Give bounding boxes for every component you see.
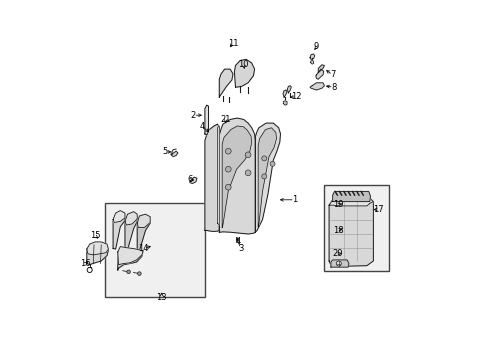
Circle shape [336,261,341,266]
Polygon shape [332,192,370,202]
Polygon shape [204,124,219,231]
Text: 1: 1 [292,195,297,204]
Text: 12: 12 [291,92,301,101]
Polygon shape [310,60,313,64]
Text: 18: 18 [332,226,343,235]
Polygon shape [328,197,373,266]
Polygon shape [330,260,348,267]
Text: 3: 3 [238,244,243,253]
Polygon shape [234,59,254,87]
Polygon shape [283,101,286,105]
Text: 7: 7 [329,71,335,79]
Text: 21: 21 [220,115,230,124]
Text: 20: 20 [332,249,343,258]
Circle shape [225,166,231,172]
Text: 10: 10 [238,60,248,69]
Polygon shape [170,151,178,157]
Polygon shape [315,69,323,79]
Polygon shape [309,54,314,59]
Polygon shape [137,214,150,228]
Circle shape [261,174,266,179]
Polygon shape [255,123,280,232]
Polygon shape [219,118,255,234]
Text: 15: 15 [90,231,100,240]
Text: 5: 5 [163,148,167,156]
Polygon shape [189,177,197,184]
Text: 4: 4 [199,122,204,131]
Circle shape [244,152,250,158]
Polygon shape [328,197,373,206]
Circle shape [225,148,231,154]
Polygon shape [125,212,137,225]
Polygon shape [287,86,291,93]
Text: 9: 9 [313,42,319,51]
Polygon shape [87,243,108,265]
Circle shape [87,267,92,273]
Polygon shape [222,126,251,228]
Polygon shape [113,213,125,249]
Bar [104,203,204,297]
Text: 11: 11 [227,39,238,48]
Polygon shape [118,247,142,265]
Circle shape [225,184,231,190]
Circle shape [137,272,141,275]
Polygon shape [283,90,286,97]
Text: 4: 4 [235,238,241,246]
Polygon shape [318,65,324,73]
Polygon shape [125,214,137,250]
Polygon shape [219,69,232,97]
Text: 17: 17 [372,205,383,214]
Text: 16: 16 [80,259,90,268]
Circle shape [244,170,250,176]
Polygon shape [309,83,324,90]
Circle shape [126,270,130,274]
Circle shape [261,156,266,161]
Polygon shape [87,242,108,255]
Text: 19: 19 [332,200,343,209]
Polygon shape [137,215,150,251]
Bar [323,185,388,271]
Circle shape [269,161,275,166]
Text: 13: 13 [156,292,167,302]
Text: 2: 2 [190,111,196,120]
Polygon shape [113,211,125,222]
Text: 6: 6 [187,175,192,184]
Polygon shape [118,248,142,270]
Text: 14: 14 [138,244,149,253]
Polygon shape [258,128,276,227]
Polygon shape [204,105,208,135]
Polygon shape [217,126,219,225]
Text: 8: 8 [330,83,336,91]
